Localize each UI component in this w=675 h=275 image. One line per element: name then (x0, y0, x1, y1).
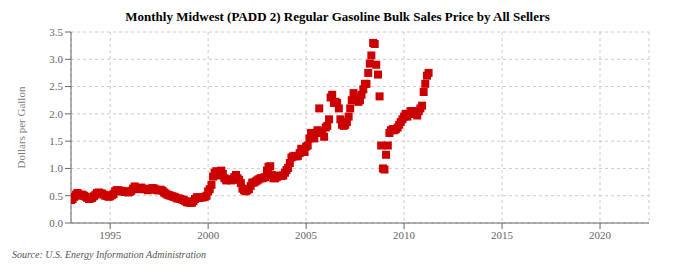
svg-text:2005: 2005 (295, 229, 318, 241)
svg-text:0.5: 0.5 (49, 190, 63, 202)
html-text:Monthly Midwest (PADD 2) Regul: Monthly Midwest (PADD 2) Regular Gasolin… (125, 9, 550, 24)
svg-text:2020: 2020 (589, 229, 612, 241)
svg-text:Dollars per Gallon: Dollars per Gallon (15, 86, 27, 168)
svg-text:2.5: 2.5 (49, 80, 63, 92)
svg-text:2.0: 2.0 (49, 108, 63, 120)
svg-text:3.0: 3.0 (49, 53, 63, 65)
svg-text:3.5: 3.5 (49, 26, 63, 38)
svg-text:2010: 2010 (393, 229, 416, 241)
svg-text:1.0: 1.0 (49, 162, 63, 174)
html-text:Source: U.S. Energy Informatio: Source: U.S. Energy Information Administ… (12, 249, 207, 260)
svg-text:0.0: 0.0 (49, 217, 63, 229)
svg-text:2000: 2000 (197, 229, 220, 241)
svg-text:1.5: 1.5 (49, 135, 63, 147)
svg-text:2015: 2015 (491, 229, 514, 241)
svg-text:1995: 1995 (99, 229, 122, 241)
